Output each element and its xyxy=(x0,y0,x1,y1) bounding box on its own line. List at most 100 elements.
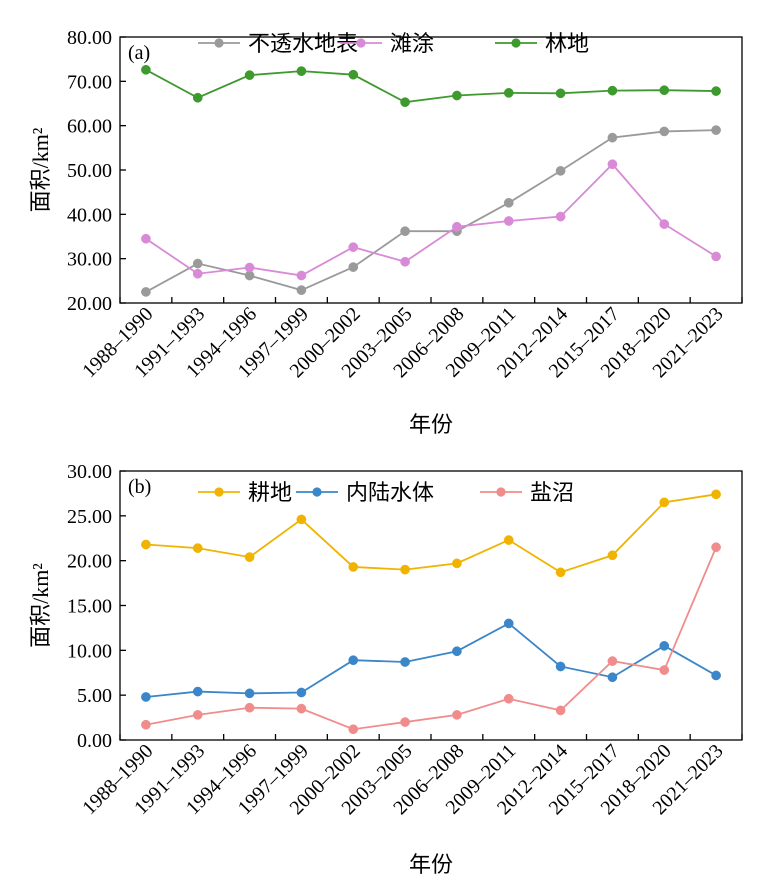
data-point xyxy=(452,558,462,569)
data-point xyxy=(296,514,307,525)
data-point xyxy=(659,85,670,96)
series-line xyxy=(145,129,717,293)
data-point xyxy=(503,693,514,704)
x-axis-label: 年份 xyxy=(409,412,453,437)
data-point xyxy=(711,251,721,262)
data-point xyxy=(659,497,670,508)
y-tick-label: 60.00 xyxy=(67,116,112,138)
data-point xyxy=(607,159,618,170)
data-point xyxy=(659,641,670,651)
data-point xyxy=(452,646,462,657)
x-axis-label: 年份 xyxy=(409,852,453,877)
data-point xyxy=(607,550,618,561)
series-line xyxy=(145,69,717,104)
chart-panel-b: 0.005.0010.0015.0020.0025.0030.001988–19… xyxy=(28,461,743,877)
data-point xyxy=(348,242,359,252)
y-tick-label: 5.00 xyxy=(77,685,112,707)
data-point xyxy=(503,88,514,98)
data-point xyxy=(192,268,203,279)
data-point xyxy=(711,125,721,135)
legend-marker xyxy=(214,487,224,497)
data-point xyxy=(296,703,307,714)
legend-item: 林地 xyxy=(495,31,589,56)
series-2 xyxy=(141,64,721,108)
chart-panel-a: 20.0030.0040.0050.0060.0070.0080.001988–… xyxy=(28,27,743,437)
data-point xyxy=(192,92,203,103)
data-point xyxy=(244,262,255,273)
series-2 xyxy=(141,542,721,735)
legend-marker xyxy=(511,38,521,48)
data-point xyxy=(607,672,618,683)
data-point xyxy=(192,543,203,553)
data-point xyxy=(555,88,566,99)
y-tick-label: 50.00 xyxy=(67,160,112,182)
data-point xyxy=(348,655,359,666)
legend-marker xyxy=(312,487,322,497)
legend-item: 内陆水体 xyxy=(296,480,434,505)
legend-item: 耕地 xyxy=(198,480,292,505)
data-point xyxy=(555,705,566,716)
y-axis-label: 面积/km² xyxy=(28,563,53,648)
series-0 xyxy=(141,125,721,297)
data-point xyxy=(503,197,514,208)
series-0 xyxy=(141,489,721,578)
data-point xyxy=(141,692,151,702)
y-tick-label: 20.00 xyxy=(67,293,112,315)
data-point xyxy=(400,97,410,108)
data-point xyxy=(555,166,566,176)
y-tick-label: 0.00 xyxy=(77,730,112,752)
data-point xyxy=(400,657,410,667)
data-point xyxy=(711,670,721,681)
data-point xyxy=(400,717,410,727)
y-axis-label: 面积/km² xyxy=(28,127,53,212)
y-tick-label: 15.00 xyxy=(67,596,112,618)
panel-label: (b) xyxy=(128,476,151,498)
data-point xyxy=(244,70,255,80)
data-point xyxy=(141,719,151,730)
data-point xyxy=(348,262,359,272)
data-point xyxy=(452,90,462,101)
series-line xyxy=(145,493,717,574)
legend-marker xyxy=(214,38,224,48)
data-point xyxy=(141,233,151,244)
plot-frame xyxy=(119,36,743,304)
y-tick-label: 70.00 xyxy=(67,71,112,93)
series-1 xyxy=(141,159,721,281)
data-point xyxy=(296,687,307,698)
data-point xyxy=(555,567,566,578)
y-tick-label: 25.00 xyxy=(67,506,112,528)
y-tick-label: 30.00 xyxy=(67,249,112,271)
data-point xyxy=(711,86,721,96)
legend-item: 盐沼 xyxy=(480,480,574,505)
data-point xyxy=(244,688,255,699)
data-point xyxy=(711,489,721,500)
legend-item: 滩涂 xyxy=(340,31,434,56)
y-tick-label: 80.00 xyxy=(67,27,112,49)
y-tick-label: 20.00 xyxy=(67,551,112,573)
data-point xyxy=(607,132,618,143)
data-point xyxy=(244,552,255,562)
y-tick-label: 10.00 xyxy=(67,640,112,662)
y-tick-label: 30.00 xyxy=(67,461,112,483)
legend-label: 内陆水体 xyxy=(346,480,434,505)
data-point xyxy=(192,258,203,269)
data-point xyxy=(659,665,670,675)
data-point xyxy=(296,270,307,281)
legend-label: 林地 xyxy=(545,31,589,56)
data-point xyxy=(607,85,618,96)
data-point xyxy=(503,535,514,545)
data-point xyxy=(711,542,721,553)
data-point xyxy=(192,710,203,720)
data-point xyxy=(141,64,151,75)
data-point xyxy=(141,539,151,550)
data-point xyxy=(659,219,670,229)
series-line xyxy=(145,546,717,731)
data-point xyxy=(296,66,307,76)
legend-label: 滩涂 xyxy=(390,31,434,56)
data-point xyxy=(555,661,566,672)
series-line xyxy=(145,162,717,277)
data-point xyxy=(452,221,462,232)
data-point xyxy=(141,287,151,297)
